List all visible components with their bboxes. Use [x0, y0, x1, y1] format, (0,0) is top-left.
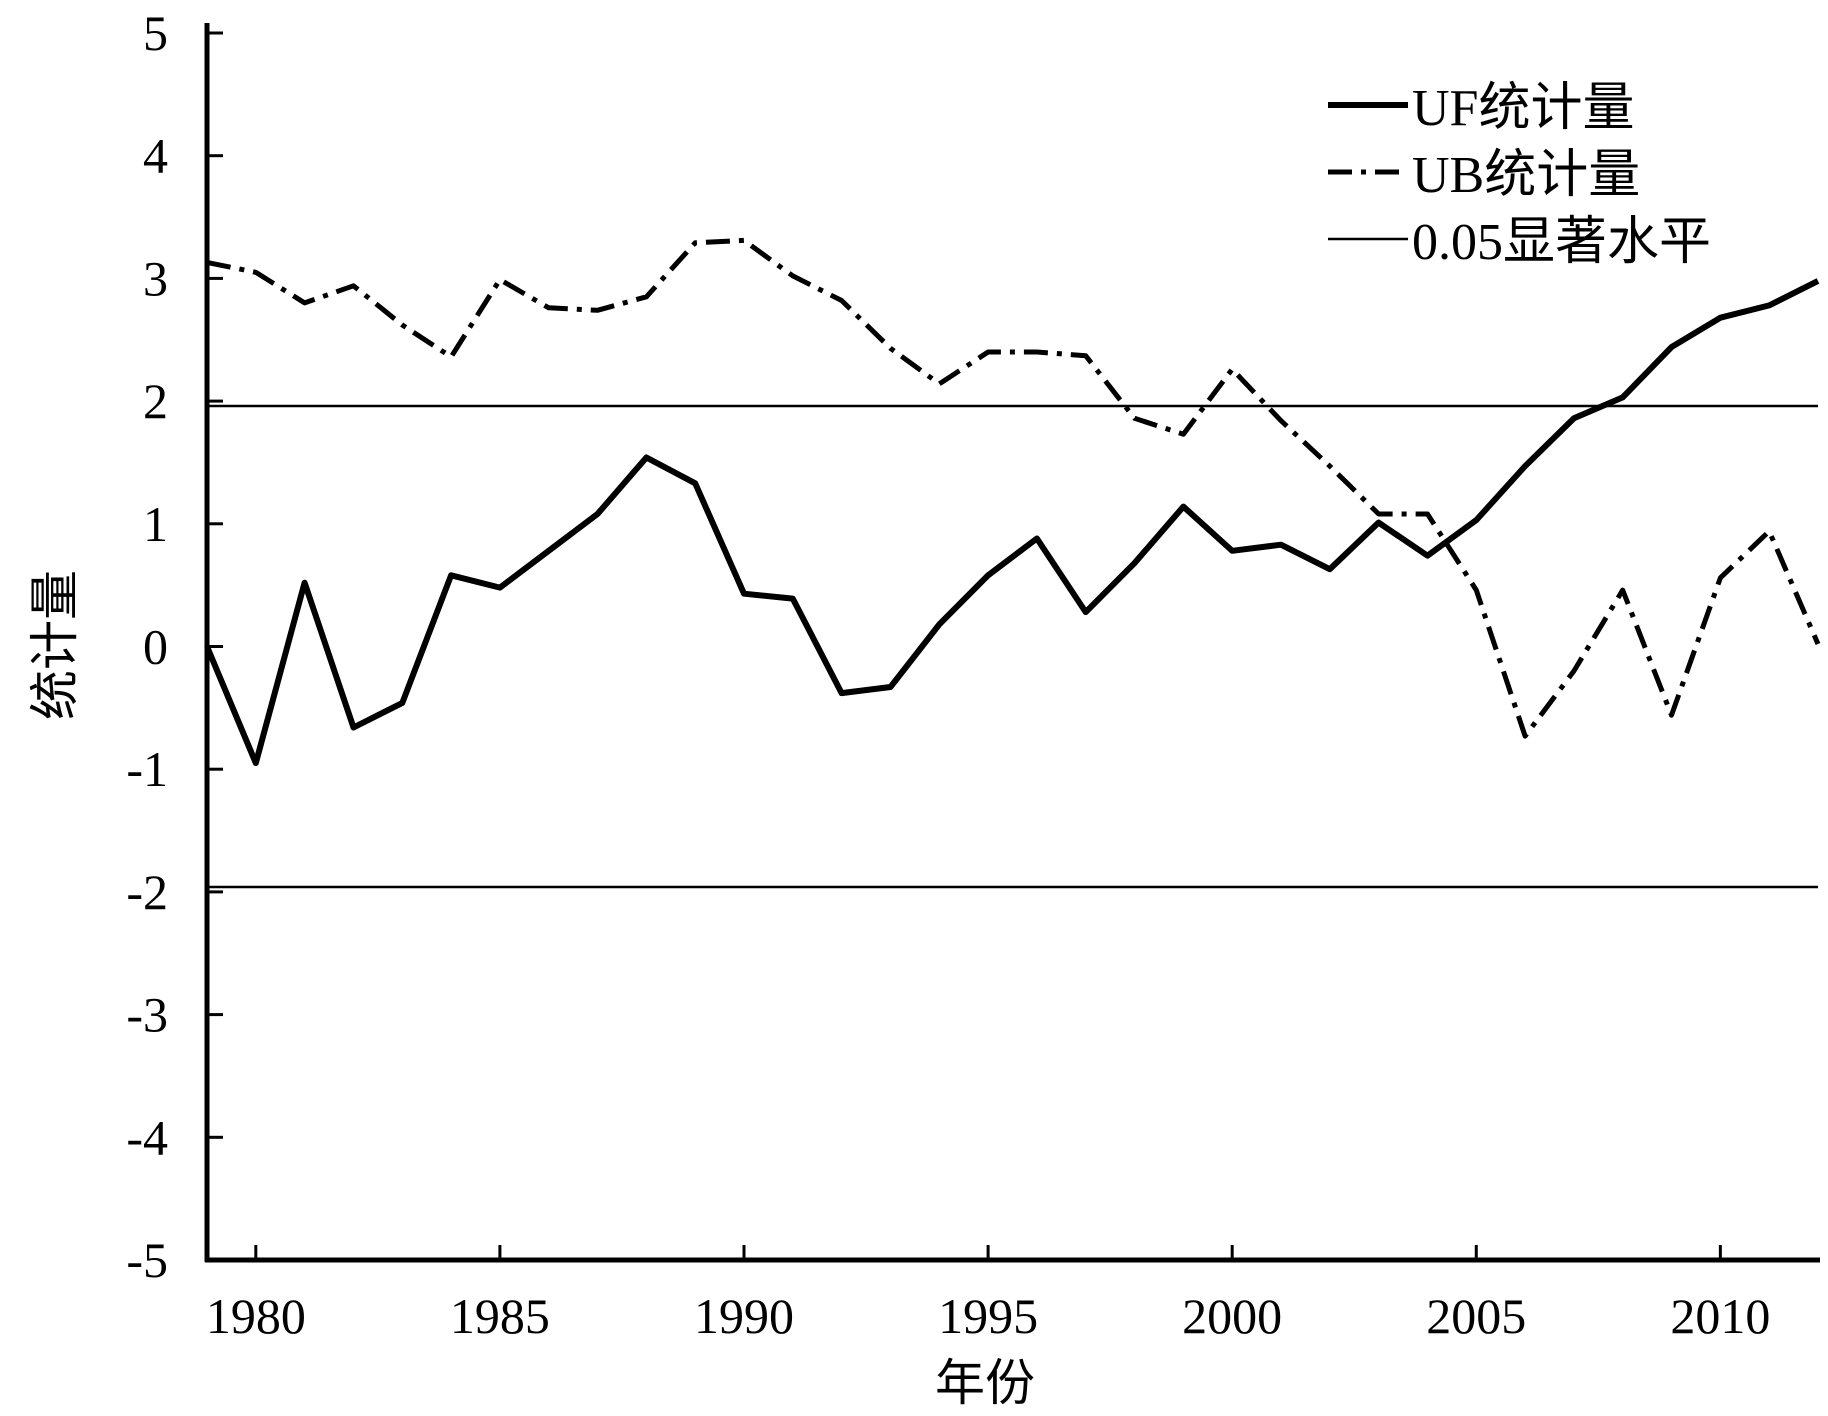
y-tick-label: 1	[143, 496, 168, 552]
legend-label-uf: UF统计量	[1412, 80, 1634, 137]
y-axis-title: 统计量	[26, 570, 84, 720]
y-tick-label: 4	[143, 128, 168, 184]
y-tick-label: 3	[143, 250, 168, 306]
x-tick-label: 2000	[1182, 1288, 1282, 1344]
legend-item-uf: UF统计量	[1328, 80, 1634, 137]
x-axis-title: 年份	[935, 1354, 1035, 1412]
x-tick-label: 2010	[1670, 1288, 1770, 1344]
x-tick-label: 2005	[1426, 1288, 1526, 1344]
y-tick-label: 5	[143, 5, 168, 61]
y-tick-label: 0	[143, 619, 168, 675]
x-tick-label: 1990	[694, 1288, 794, 1344]
y-tick-label: 2	[143, 373, 168, 429]
x-tick-label: 1980	[206, 1288, 306, 1344]
y-tick-label: -4	[126, 1109, 168, 1165]
x-tick-label: 1985	[450, 1288, 550, 1344]
legend-item-ub: UB统计量	[1328, 147, 1640, 204]
y-tick-label: -2	[126, 864, 168, 920]
y-tick-label: -5	[126, 1232, 168, 1288]
y-tick-label: -3	[126, 987, 168, 1043]
legend: UF统计量 UB统计量 0.05显著水平	[1328, 80, 1711, 271]
series-line-uf	[204, 278, 1820, 767]
legend-label-significance: 0.05显著水平	[1412, 214, 1711, 271]
series-line-ub	[206, 237, 1821, 739]
legend-label-ub: UB统计量	[1412, 147, 1640, 204]
legend-item-significance: 0.05显著水平	[1328, 214, 1711, 271]
x-tick-label: 1995	[938, 1288, 1038, 1344]
x-axis-ticks: 1980 1985 1990 1995 2000 2005 2010	[206, 1245, 1770, 1344]
y-axis-ticks: 5 4 3 2 1 0 -1 -2 -3 -4 -5	[126, 5, 223, 1288]
y-tick-label: -1	[126, 741, 168, 797]
plot-area	[204, 237, 1821, 889]
